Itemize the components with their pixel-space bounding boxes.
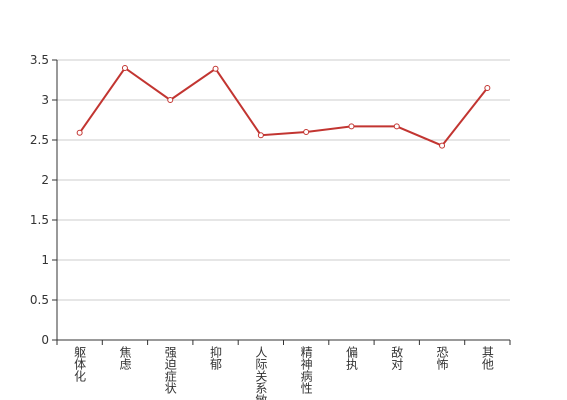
data-point <box>167 97 174 103</box>
y-tick-label: 1.5 <box>30 213 49 227</box>
x-tick-label: 强迫症状 <box>163 346 177 394</box>
y-tick-label: 2.5 <box>30 133 49 147</box>
y-tick-label: 0.5 <box>30 293 49 307</box>
x-tick-label: 精神病性 <box>299 346 313 395</box>
x-tick-label: 躯体化 <box>73 345 87 383</box>
data-point <box>484 85 491 91</box>
data-point <box>257 132 264 139</box>
y-tick-label: 2 <box>41 173 49 187</box>
y-tick-label: 1 <box>41 253 49 267</box>
y-tick-label: 3 <box>41 93 49 107</box>
data-point <box>393 123 400 130</box>
data-point <box>303 129 310 135</box>
x-tick-label: 人际关系敏感 <box>254 346 268 400</box>
x-tick-label: 焦虑 <box>118 346 132 370</box>
line-series <box>78 66 489 147</box>
y-tick-label: 3.5 <box>30 53 49 67</box>
x-tick-label: 抑郁 <box>209 345 223 371</box>
x-tick-label: 其他 <box>480 346 494 370</box>
data-point <box>121 65 128 71</box>
x-tick-label: 恐怖 <box>435 346 449 370</box>
x-tick-label: 偏执 <box>344 345 358 371</box>
data-point <box>212 65 219 72</box>
y-tick-label: 0 <box>41 333 49 347</box>
data-point <box>76 129 83 136</box>
data-point <box>439 142 446 149</box>
data-point <box>348 123 355 130</box>
x-tick-label: 敌对 <box>390 345 404 370</box>
